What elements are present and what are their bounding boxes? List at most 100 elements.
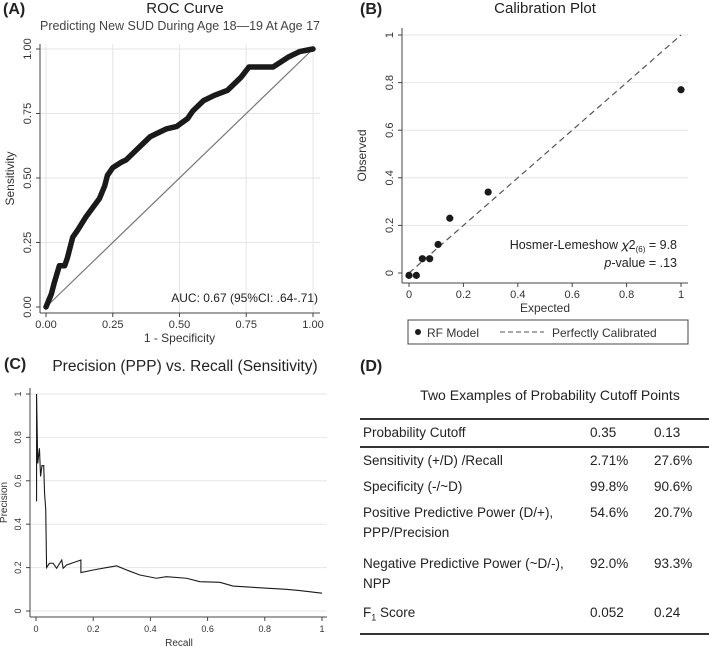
y-tick-label: 1 — [384, 32, 396, 38]
y-tick-label: 0.8 — [384, 75, 396, 90]
row-label: Sensitivity (+/D) /Recall — [363, 453, 503, 468]
x-axis-label: Recall — [165, 638, 193, 646]
panel-a-label: (A) — [3, 1, 26, 18]
f1-rest: Score — [376, 605, 416, 620]
panel-d-label: (D) — [360, 358, 383, 375]
p-value-annotation: p-value = .13 — [603, 256, 677, 270]
hosmer-lemeshow-annotation: Hosmer-Lemeshow 𝜒2(6) = 9.8 — [510, 238, 677, 254]
x-tick-label: 0 — [406, 289, 412, 301]
x-tick-label: 0.2 — [87, 624, 100, 634]
y-tick-label: 0.2 — [384, 218, 396, 233]
hl-label: Hosmer-Lemeshow 𝜒2 — [510, 238, 636, 252]
row-value-2: 93.3% — [654, 556, 693, 571]
y-tick-label: 0.8 — [13, 431, 23, 444]
x-tick-label: 0.2 — [456, 289, 471, 301]
panel-b-label: (B) — [360, 1, 383, 18]
row-value-1: 0.052 — [587, 597, 651, 635]
perfect-calibration-line — [408, 34, 682, 274]
x-tick-label: 0.6 — [201, 624, 214, 634]
auc-annotation: AUC: 0.67 (95%CI: .64-.71) — [171, 291, 318, 305]
x-tick-label: 0.75 — [236, 319, 257, 331]
roc-subtitle: Predicting New SUD During Age 18—19 At A… — [39, 19, 321, 33]
pr-title: Precision (PPP) vs. Recall (Sensitivity) — [52, 358, 318, 375]
y-tick-label: 0.2 — [13, 561, 23, 574]
hl-value: = 9.8 — [645, 238, 677, 252]
x-tick-label: 0.50 — [169, 319, 190, 331]
roc-title: ROC Curve — [146, 0, 224, 17]
row-label: Positive Predictive Power (D/+), PPP/Pre… — [363, 505, 554, 540]
calibration-point — [405, 271, 413, 279]
hl-df: (6) — [636, 245, 646, 254]
y-tick-label: 0 — [384, 270, 396, 276]
calibration-point — [446, 214, 454, 222]
y-tick-label: 0.50 — [22, 167, 34, 188]
header-cutoff-1: 0.35 — [587, 418, 651, 448]
calibration-point — [418, 255, 426, 263]
y-tick-label: 0 — [13, 608, 23, 613]
x-tick-label: 0.4 — [510, 289, 525, 301]
y-axis-label: Sensitivity — [3, 151, 17, 205]
table-row: Positive Predictive Power (D/+), PPP/Pre… — [360, 500, 709, 546]
table-header-row: Probability Cutoff 0.35 0.13 — [360, 418, 709, 448]
precision-recall-curve — [36, 393, 323, 594]
cutoff-table: Probability Cutoff 0.35 0.13 Sensitivity… — [360, 418, 709, 635]
y-tick-label: 0.00 — [22, 296, 34, 317]
y-tick-label: 0.6 — [384, 123, 396, 138]
f1-sub: 1 — [371, 612, 377, 623]
y-tick-label: 0.6 — [13, 475, 23, 488]
row-label: Negative Predictive Power (~D/-), NPP — [363, 556, 564, 591]
y-tick-label: 1 — [13, 391, 23, 396]
header-label: Probability Cutoff — [360, 418, 587, 448]
legend-label-perfectly-calibrated: Perfectly Calibrated — [552, 326, 657, 340]
x-axis-label: Expected — [520, 301, 570, 315]
x-tick-label: 1 — [319, 624, 324, 634]
row-value-1: 99.8% — [590, 479, 629, 494]
legend-marker-rf-model — [415, 329, 421, 335]
row-value-2: 0.24 — [651, 597, 709, 635]
y-tick-label: 0.4 — [384, 170, 396, 185]
row-label: F1 Score — [360, 597, 587, 635]
calibration-title: Calibration Plot — [494, 0, 596, 17]
x-tick-label: 0.8 — [619, 289, 634, 301]
y-tick-label: 1.00 — [22, 38, 34, 59]
x-tick-label: 0.4 — [144, 624, 157, 634]
row-value-1: 92.0% — [590, 556, 629, 571]
calibration-point — [412, 271, 420, 279]
row-value-2: 90.6% — [654, 479, 693, 494]
header-cutoff-2: 0.13 — [651, 418, 709, 448]
p-italic: p — [603, 256, 611, 270]
calibration-point — [484, 188, 492, 196]
x-tick-label: 1 — [678, 289, 684, 301]
table-row: Sensitivity (+/D) /Recall 2.71% 27.6% — [360, 447, 709, 474]
row-value-2: 20.7% — [654, 505, 693, 520]
x-tick-label: 1.00 — [302, 319, 323, 331]
x-axis-label: 1 - Specificity — [144, 331, 215, 345]
x-tick-label: 0 — [33, 624, 38, 634]
reference-diagonal-line — [45, 48, 314, 308]
f1-main: F — [363, 605, 372, 620]
row-value-1: 54.6% — [590, 505, 629, 520]
calibration-point — [677, 86, 685, 94]
y-tick-label: 0.75 — [22, 103, 34, 124]
x-tick-label: 0.25 — [102, 319, 123, 331]
y-tick-label: 0.4 — [13, 518, 23, 531]
calibration-point — [426, 255, 434, 263]
calibration-point — [434, 240, 442, 249]
legend-box — [407, 319, 689, 345]
y-tick-label: 0.25 — [22, 232, 34, 253]
table-row: Specificity (-/~D) 99.8% 90.6% — [360, 474, 709, 500]
row-label: Specificity (-/~D) — [363, 479, 463, 494]
p-value: -value = .13 — [611, 256, 677, 270]
row-value-1: 2.71% — [590, 453, 629, 468]
y-axis-label: Precision — [0, 482, 10, 523]
x-tick-label: 0.00 — [35, 319, 56, 331]
table-row: F1 Score 0.052 0.24 — [360, 597, 709, 635]
y-axis-label: Observed — [355, 129, 369, 181]
x-tick-label: 0.6 — [565, 289, 580, 301]
legend-label-rf-model: RF Model — [427, 326, 479, 340]
roc-curve — [43, 46, 316, 310]
panel-c-label: (C) — [4, 356, 27, 373]
row-value-2: 27.6% — [654, 453, 693, 468]
x-tick-label: 0.8 — [259, 624, 272, 634]
table-title: Two Examples of Probability Cutoff Point… — [420, 387, 680, 403]
